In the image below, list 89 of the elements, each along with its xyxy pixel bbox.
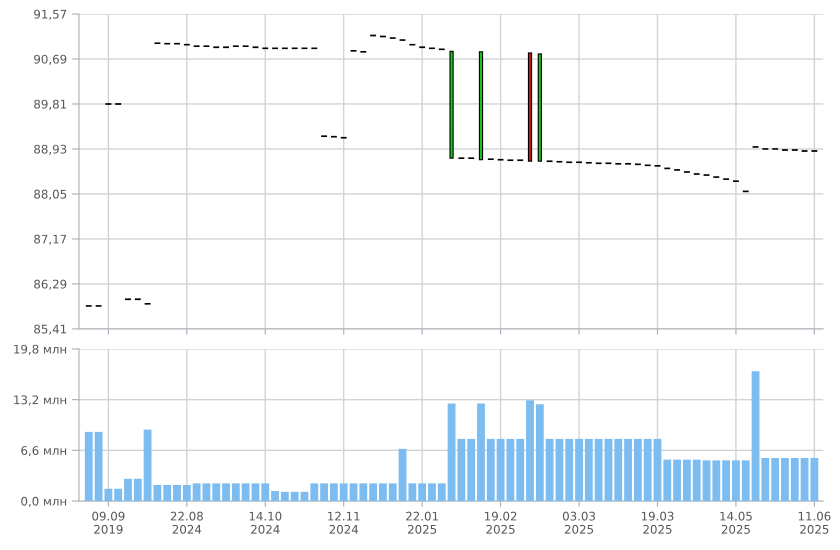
bar bbox=[673, 460, 682, 502]
bar bbox=[124, 478, 132, 502]
x-tick-label: 14.05 2025 bbox=[720, 512, 752, 534]
y-tick-label: 89,81 bbox=[34, 100, 66, 110]
bar bbox=[212, 483, 220, 502]
bar bbox=[153, 484, 162, 502]
bar bbox=[134, 478, 142, 502]
bar bbox=[448, 404, 456, 502]
bar bbox=[486, 438, 495, 502]
bar bbox=[114, 488, 122, 502]
bar bbox=[536, 404, 544, 502]
bar bbox=[182, 484, 191, 502]
x-tick-label: 12.11 2024 bbox=[328, 512, 360, 534]
bar bbox=[575, 438, 583, 502]
bar bbox=[84, 432, 93, 502]
bar bbox=[271, 491, 279, 502]
bar bbox=[300, 492, 308, 502]
bar bbox=[398, 448, 406, 502]
bar bbox=[290, 492, 299, 502]
y-tick-label: 88,93 bbox=[34, 144, 66, 155]
bar bbox=[457, 438, 466, 502]
y-tick-label: 13,2 млн bbox=[14, 395, 66, 406]
bar bbox=[350, 483, 358, 502]
bar bbox=[546, 438, 554, 502]
bar bbox=[516, 438, 524, 502]
bar bbox=[320, 483, 328, 502]
bar bbox=[340, 483, 348, 502]
bar bbox=[781, 458, 789, 502]
bar bbox=[310, 483, 318, 502]
bar bbox=[604, 438, 612, 502]
bar bbox=[94, 432, 102, 502]
bar bbox=[810, 458, 818, 502]
bar bbox=[144, 430, 152, 502]
bar bbox=[663, 460, 672, 502]
y-tick-label: 90,69 bbox=[34, 54, 66, 65]
bar bbox=[556, 438, 564, 502]
y-tick-label: 6,6 млн bbox=[21, 446, 66, 456]
bar bbox=[702, 460, 710, 502]
y-tick-label: 86,29 bbox=[34, 280, 66, 290]
x-tick-label: 19.03 2025 bbox=[642, 512, 674, 534]
bar bbox=[752, 371, 760, 502]
bar bbox=[369, 483, 378, 502]
bar bbox=[379, 483, 387, 502]
bar bbox=[682, 460, 691, 502]
bar bbox=[173, 484, 181, 502]
y-tick-label: 85,41 bbox=[34, 324, 66, 335]
bar bbox=[467, 438, 476, 502]
bar bbox=[280, 492, 289, 502]
bar bbox=[722, 460, 730, 502]
bar bbox=[526, 400, 534, 502]
x-tick-label: 09.09 2019 bbox=[92, 512, 124, 534]
bar bbox=[202, 483, 210, 502]
y-tick-label: 19,8 млн bbox=[14, 344, 66, 355]
bar bbox=[388, 483, 397, 502]
bar bbox=[192, 483, 201, 502]
bar bbox=[692, 460, 701, 502]
bar bbox=[790, 458, 799, 502]
y-tick-label: 91,57 bbox=[34, 10, 66, 20]
bar bbox=[496, 438, 505, 502]
bar bbox=[428, 483, 436, 502]
bar bbox=[359, 483, 368, 502]
bar bbox=[252, 483, 260, 502]
x-tick-label: 14.10 2024 bbox=[250, 512, 282, 534]
bar bbox=[614, 438, 622, 502]
bar bbox=[261, 483, 270, 502]
bar bbox=[477, 404, 485, 502]
x-tick-label: 22.08 2024 bbox=[170, 512, 203, 534]
y-tick-label: 87,17 bbox=[34, 234, 66, 245]
bar bbox=[222, 483, 230, 502]
y-tick-label: 88,05 bbox=[34, 190, 66, 200]
x-tick-label: 11.06 2025 bbox=[798, 512, 831, 534]
bar bbox=[800, 458, 808, 502]
bar bbox=[506, 438, 514, 502]
bar bbox=[732, 460, 740, 502]
bar bbox=[644, 438, 652, 502]
x-tick-label: 19.02 2025 bbox=[484, 512, 516, 534]
bar bbox=[104, 488, 112, 502]
bar bbox=[438, 483, 446, 502]
bar bbox=[654, 438, 662, 502]
bar bbox=[163, 484, 172, 502]
bar bbox=[330, 483, 338, 502]
x-tick-label: 22.01 2025 bbox=[406, 512, 438, 534]
bar bbox=[712, 460, 720, 502]
bar bbox=[565, 438, 574, 502]
bar bbox=[742, 460, 750, 502]
x-tick-label: 03.03 2025 bbox=[562, 512, 595, 534]
y-tick-label: 0,0 млн bbox=[21, 496, 66, 507]
bar bbox=[624, 438, 632, 502]
bar bbox=[634, 438, 642, 502]
